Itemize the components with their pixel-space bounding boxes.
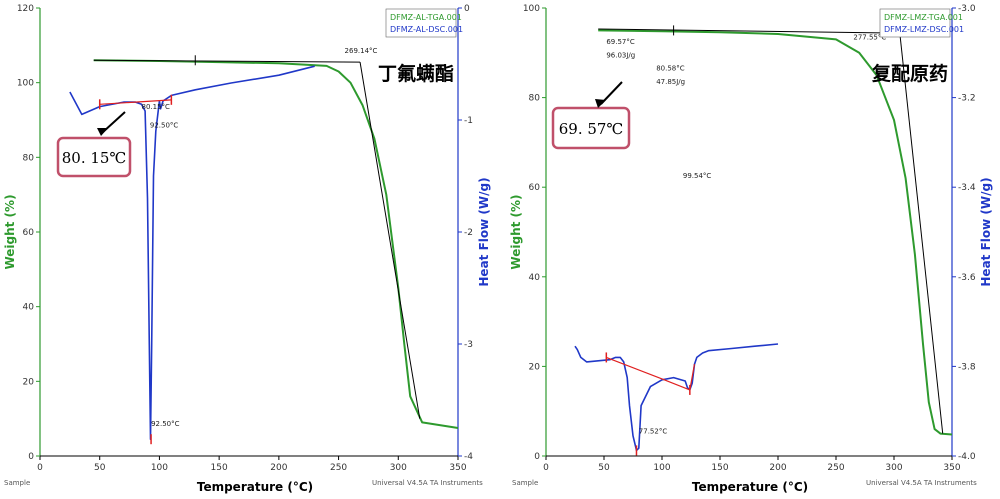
right-panel-ylabel-right: Heat Flow (W/g): [979, 177, 993, 286]
left-panel-ylabel-left: Weight (%): [3, 194, 17, 269]
right-panel-right-tick-label: -3.8: [958, 362, 976, 372]
right-panel-legend-box: [879, 8, 951, 38]
right-panel-tga-tangent: [899, 33, 944, 434]
left-panel-plot-area: 269.14°C 80.15°C 92.50°C 92.50°C: [69, 47, 459, 445]
right-panel-annotation: 96.03J/g: [606, 51, 635, 59]
left-panel-legend: DFMZ-AL-TGA.001 DFMZ-AL-DSC.001: [385, 8, 463, 38]
right-panel-left-tick-label: 40: [529, 273, 541, 283]
left-panel-x-tick-label: 0: [37, 463, 43, 473]
left-panel-x-tick-label: 350: [449, 463, 466, 473]
right-panel-x-tick-label: 200: [769, 463, 786, 473]
right-panel-left-ticks: 0 20 40 60 80 100: [523, 4, 546, 462]
right-panel-right-ticks: -4.0 -3.8 -3.6 -3.4 -3.2 -3.0: [952, 4, 976, 462]
right-panel-footer-left: Sample: [512, 479, 538, 487]
left-panel-right-tick-label: -1: [464, 116, 473, 126]
right-panel-callout-text: 69. 57℃: [559, 120, 624, 138]
right-panel-x-tick-label: 50: [598, 463, 610, 473]
right-panel-left-tick-label: 20: [529, 362, 541, 372]
right-panel-ylabel-left: Weight (%): [509, 194, 523, 269]
right-panel-right-tick-label: -3.6: [958, 273, 976, 283]
left-panel-dsc-curve: [69, 65, 315, 441]
left-panel-x-tick-label: 100: [151, 463, 168, 473]
left-panel-x-ticks: 0 50 100 150 200 250 300 350: [37, 456, 467, 473]
left-panel-tga-baseline: [93, 59, 361, 63]
right-panel-callout-arrowhead: [595, 99, 606, 108]
left-panel-annotation: 92.50°C: [150, 121, 179, 129]
left-panel-x-tick-label: 50: [94, 463, 106, 473]
left-panel-left-tick-label: 80: [23, 153, 35, 163]
right-panel-x-ticks: 0 50 100 150 200 250 300 350: [543, 456, 961, 473]
left-panel-annotation: 92.50°C: [151, 420, 180, 428]
right-panel-annotation: 77.52°C: [639, 428, 668, 436]
right-panel-annotation: 277.55°C: [853, 33, 886, 41]
left-panel-tga-curve: [93, 59, 459, 429]
right-panel-footer-right: Universal V4.5A TA Instruments: [866, 479, 977, 487]
left-panel-ylabel-right: Heat Flow (W/g): [477, 177, 491, 286]
left-panel-right-ticks: -4 -3 -2 -1 0: [458, 4, 473, 462]
left-panel-x-tick-label: 250: [330, 463, 347, 473]
left-panel-right-tick-label: -2: [464, 228, 473, 238]
left-panel-left-tick-label: 120: [17, 4, 34, 14]
left-panel-callout-arrowhead: [97, 128, 108, 136]
right-panel-legend: DFMZ-LMZ-TGA.001 DFMZ-LMZ-DSC.001: [879, 8, 964, 38]
left-panel-dsc-integration-line: [99, 99, 172, 105]
right-panel-left-tick-label: 60: [529, 183, 541, 193]
right-panel-callout-box: [551, 106, 631, 150]
left-panel-xlabel: Temperature (°C): [197, 480, 313, 494]
left-panel-legend-dsc: DFMZ-AL-DSC.001: [390, 25, 463, 34]
left-panel-left-ticks: 0 20 40 60 80 100 120: [17, 4, 40, 462]
right-panel-x-tick-label: 150: [711, 463, 728, 473]
left-panel-right-tick-label: -3: [464, 340, 473, 350]
right-panel-annotation: 69.57°C: [606, 38, 635, 46]
right-panel-annotation: 47.85J/g: [656, 78, 685, 86]
right-panel-tga-curve: [598, 29, 953, 436]
left-panel-x-tick-label: 200: [270, 463, 287, 473]
right-panel-xlabel: Temperature (°C): [692, 480, 808, 494]
left-panel-legend-box: [385, 8, 457, 38]
right-panel-right-tick-label: -3.0: [958, 4, 976, 14]
right-panel-annotation: 80.58°C: [656, 65, 685, 73]
left-panel-left-tick-label: 60: [23, 228, 35, 238]
left-panel-footer-right: Universal V4.5A TA Instruments: [372, 479, 483, 487]
right-panel-tga-baseline: [598, 28, 900, 34]
right-panel-legend-tga: DFMZ-LMZ-TGA.001: [884, 13, 963, 22]
right-panel-plot-area: 69.57°C 96.03J/g 80.58°C 47.85J/g 99.54°C 77.…: [574, 25, 953, 456]
left-panel-left-tick-label: 20: [23, 377, 35, 387]
right-panel-right-tick-label: -3.4: [958, 183, 976, 193]
right-panel-x-tick-label: 250: [827, 463, 844, 473]
left-panel-annotation: 80.15°C: [142, 103, 171, 111]
right-panel-left-tick-label: 100: [523, 4, 540, 14]
right-panel-annotation: 99.54°C: [683, 172, 712, 180]
left-panel-right-tick-label: -4: [464, 452, 473, 462]
right-panel-x-tick-label: 0: [543, 463, 549, 473]
right-panel-x-tick-label: 350: [943, 463, 960, 473]
right-panel-x-tick-label: 100: [653, 463, 670, 473]
left-panel-footer-left: Sample: [4, 479, 30, 487]
right-panel-dsc-integration-line: [606, 356, 696, 391]
left-panel-left-tick-label: 40: [23, 303, 35, 313]
right-panel-legend-dsc: DFMZ-LMZ-DSC.001: [884, 25, 964, 34]
right-panel-right-tick-label: -3.2: [958, 94, 976, 104]
left-panel-left-tick-label: 100: [17, 79, 34, 89]
left-panel-annotation: 269.14°C: [345, 47, 378, 55]
left-panel-left-tick-label: 0: [28, 452, 34, 462]
right-panel-right-tick-label: -4.0: [958, 452, 976, 462]
right-panel-left-tick-label: 80: [529, 94, 541, 104]
right-panel-x-tick-label: 300: [885, 463, 902, 473]
left-panel-callout-box: [56, 136, 132, 178]
left-panel-legend-tga: DFMZ-AL-TGA.001: [390, 13, 462, 22]
left-panel-x-tick-label: 300: [390, 463, 407, 473]
right-panel-left-tick-label: 0: [534, 452, 540, 462]
left-panel-x-tick-label: 150: [211, 463, 228, 473]
right-panel-compound-label: 复配原药: [871, 62, 948, 85]
left-panel-right-tick-label: 0: [464, 4, 470, 14]
right-panel-dsc-curve: [574, 343, 779, 452]
left-panel-tga-tangent: [359, 62, 421, 419]
left-panel: 0 50 100 150 200 250 300 350 0 20 40 60 80 100 120 -4…: [3, 4, 491, 494]
left-panel-callout-text: 80. 15℃: [62, 149, 127, 167]
left-panel-compound-label: 丁氟螨酯: [378, 62, 454, 85]
